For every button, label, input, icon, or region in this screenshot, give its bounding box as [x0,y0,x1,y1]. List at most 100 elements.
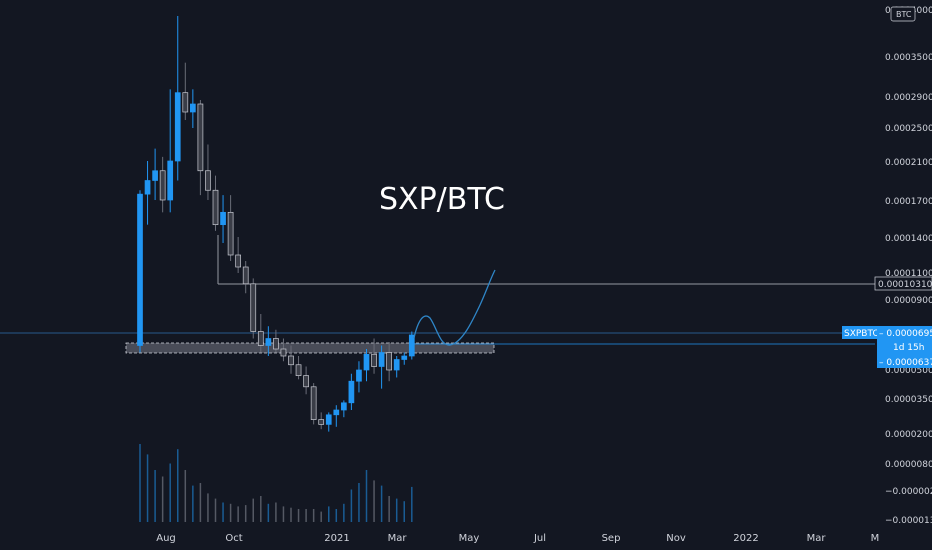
candle [257,314,264,353]
candle-body [174,92,181,162]
candle [242,261,249,294]
candle-body [159,170,166,201]
candle [152,148,158,200]
candle-body [144,180,151,195]
candle [174,16,181,181]
support-price-label [877,355,932,368]
last-price-text: – 0.00006958 [879,329,932,339]
currency-badge [890,6,916,22]
candle-body [273,338,279,350]
candle [227,195,234,261]
candle-body [257,331,264,346]
candle [310,383,317,425]
candle-body [265,338,272,346]
candle-body [333,409,340,416]
x-tick-label: 2022 [733,533,758,544]
candle [408,331,415,360]
x-tick-label: M [871,533,880,544]
level-price-label [874,276,932,291]
candle-body [242,266,249,285]
candle-body [318,419,325,425]
candle [325,412,332,432]
candle [212,175,219,231]
candle-body [152,170,158,181]
candle [303,366,309,395]
candle [159,156,166,213]
y-tick-label: −0.00001300 [885,516,932,526]
candle-body [250,283,257,332]
candle [190,89,196,128]
chart-title: SXP/BTC [379,182,505,217]
candle-body [348,380,355,404]
level-price-label-text: 0.00010310 [878,280,932,290]
x-tick-label: Aug [156,533,176,544]
candle-body [408,334,415,357]
y-tick-label: −0.00000200 [885,487,932,497]
candle-body [386,352,392,371]
currency-badge-text: BTC [896,10,912,19]
symbol-label-text: SXPBTC [844,329,879,339]
x-tick-label: May [459,533,480,544]
candle [144,161,151,225]
candle [250,278,257,339]
candle [363,349,370,382]
candle-body [325,414,332,425]
candle-body [378,352,385,367]
candle [356,361,362,393]
y-tick-label: 0.00000800 [885,460,932,470]
candle [273,329,279,353]
last-price-label [877,326,932,356]
time-axis[interactable]: Aug Oct 2021 Mar May Jul Sep Nov 2022 Mar M [156,533,879,544]
candle [348,373,355,410]
candle-body [295,364,302,376]
candle-body [341,402,347,411]
candle-body [280,348,287,357]
candle-body [167,160,174,201]
candle-body [363,353,370,371]
candle [137,190,143,353]
x-tick-label: Oct [225,533,242,544]
candle [280,338,287,362]
candle [318,412,325,430]
candle-body [303,375,309,388]
candle-body [197,103,204,172]
candle [341,400,347,418]
candle [371,338,377,374]
candle-body [401,355,408,360]
x-tick-label: Jul [533,533,546,544]
x-tick-label: Mar [388,533,408,544]
candle [401,352,408,365]
candle [265,326,272,356]
candle-body [182,92,189,113]
candle [197,100,204,196]
x-tick-label: Nov [666,533,686,544]
candle-body [212,189,219,226]
candle-body [190,103,196,113]
symbol-label [842,326,878,339]
candle [333,405,340,427]
candle [220,195,226,243]
volume-bars [139,444,413,522]
candle-body [288,355,294,366]
candle [205,144,211,200]
candle-body [356,369,362,382]
candle [386,342,392,382]
candle [393,356,400,378]
candle [167,89,174,213]
candle-body [137,193,143,346]
x-tick-label: Sep [602,533,621,544]
candlesticks [137,16,415,432]
x-tick-label: 2021 [324,533,349,544]
